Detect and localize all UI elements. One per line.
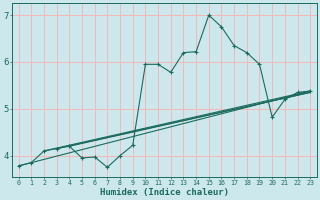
- X-axis label: Humidex (Indice chaleur): Humidex (Indice chaleur): [100, 188, 229, 197]
